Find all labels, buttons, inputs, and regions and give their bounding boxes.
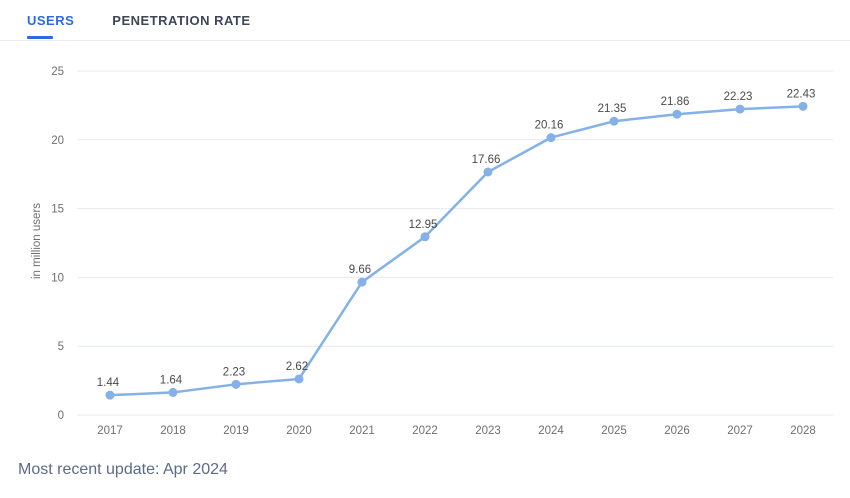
data-point-label: 1.64 [160,374,183,386]
x-tick-label: 2017 [97,425,123,437]
x-tick-label: 2025 [601,425,627,437]
data-point[interactable] [105,390,115,400]
data-point[interactable] [231,379,241,389]
tab-penetration-rate[interactable]: PENETRATION RATE [107,0,255,40]
tab-users-label: USERS [27,12,75,28]
data-point-label: 1.44 [97,377,120,389]
x-tick-label: 2027 [727,425,753,437]
update-note: Most recent update: Apr 2024 [18,461,228,478]
y-tick-label: 0 [58,410,64,422]
data-point[interactable] [609,116,619,126]
y-tick-label: 25 [51,66,64,78]
data-point-label: 21.35 [598,103,627,115]
data-point-label: 21.86 [661,96,690,108]
data-point-label: 2.62 [286,361,308,373]
data-point[interactable] [672,109,682,119]
data-point[interactable] [420,232,430,242]
data-point-label: 2.23 [223,366,245,378]
line-chart: in million users 0 5 10 15 20 25 2017 2018 2019 2… [0,42,850,446]
data-point[interactable] [735,104,745,114]
data-point-label: 12.95 [409,219,438,231]
data-point-label: 22.43 [787,88,816,100]
data-point[interactable] [483,167,493,177]
x-tick-label: 2026 [664,425,690,437]
y-tick-label: 10 [51,272,64,284]
data-point-label: 17.66 [472,154,501,166]
y-tick-label: 15 [51,204,64,216]
x-tick-label: 2021 [349,425,375,437]
x-tick-label: 2020 [286,425,312,437]
x-tick-label: 2023 [475,425,501,437]
data-point[interactable] [546,133,556,143]
x-tick-label: 2018 [160,425,186,437]
data-point[interactable] [168,387,178,397]
y-axis-title: in million users [31,203,43,279]
data-point[interactable] [798,101,808,111]
x-tick-label: 2022 [412,425,438,437]
data-point[interactable] [357,277,367,287]
data-point[interactable] [294,374,304,384]
tab-bar: USERS PENETRATION RATE [0,0,850,41]
x-tick-label: 2019 [223,425,249,437]
y-tick-label: 5 [58,341,64,353]
line-series [108,105,805,397]
x-tick-label: 2024 [538,425,564,437]
x-tick-label: 2028 [790,425,816,437]
data-point-label: 9.66 [349,264,371,276]
tab-users[interactable]: USERS [22,0,79,40]
tab-penetration-rate-label: PENETRATION RATE [112,12,251,28]
y-tick-label: 20 [51,135,64,147]
data-point-label: 22.23 [724,91,753,103]
data-point-label: 20.16 [535,120,564,132]
